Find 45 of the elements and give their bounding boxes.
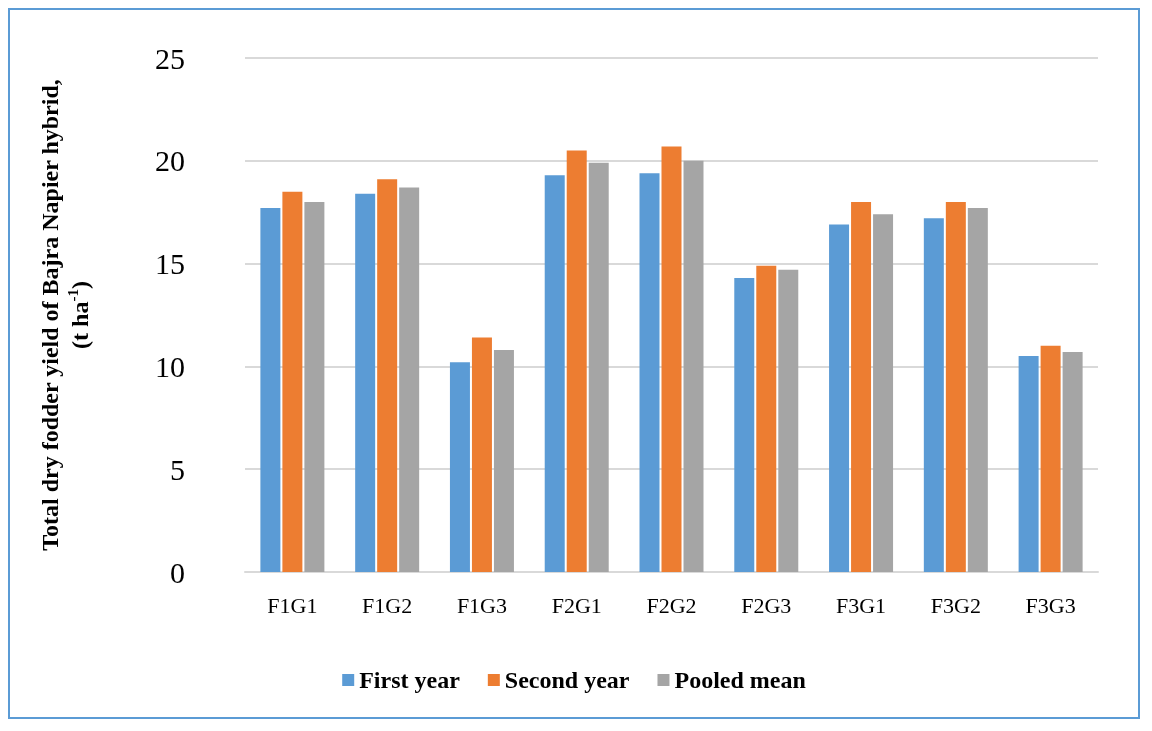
- bar: [1018, 356, 1039, 572]
- x-tick-label: F3G1: [835, 592, 887, 618]
- x-tick-label: F1G1: [267, 592, 318, 618]
- y-tick-label: 25: [155, 41, 185, 75]
- bar: [260, 208, 281, 572]
- y-tick-label: 5: [170, 452, 185, 486]
- y-tick-label: 0: [170, 555, 185, 589]
- y-tick-label: 10: [155, 349, 185, 383]
- bar: [377, 179, 398, 572]
- y-tick-label: 15: [155, 247, 185, 281]
- x-tick-label: F2G3: [741, 592, 792, 618]
- bar: [756, 265, 777, 572]
- bar: [449, 362, 470, 572]
- bar: [734, 277, 755, 572]
- x-tick-label: F3G2: [930, 592, 981, 618]
- legend-label: Pooled mean: [674, 667, 806, 693]
- bar: [544, 175, 565, 572]
- bar: [683, 160, 704, 572]
- bar: [282, 191, 303, 572]
- bar: [588, 162, 609, 572]
- x-tick-label: F1G3: [456, 592, 508, 618]
- legend-label: Second year: [504, 667, 630, 693]
- bar: [493, 349, 514, 572]
- x-tick-label: F1G2: [362, 592, 413, 618]
- bar: [661, 146, 682, 572]
- bar: [471, 337, 492, 572]
- bar: [945, 201, 966, 572]
- bar: [399, 187, 420, 572]
- bar: [355, 193, 376, 572]
- x-tick-label: F2G2: [646, 592, 697, 618]
- bar: [923, 218, 944, 572]
- bar: [829, 224, 850, 572]
- bar: [967, 208, 988, 572]
- bar: [1062, 352, 1083, 572]
- bar: [778, 269, 799, 572]
- bar: [304, 201, 325, 572]
- bar: [566, 150, 587, 572]
- bar: [639, 173, 660, 572]
- x-tick-label: F2G1: [551, 592, 602, 618]
- legend-label: First year: [359, 667, 461, 693]
- y-tick-label: 20: [155, 144, 185, 178]
- bar: [1040, 345, 1061, 572]
- bar: [873, 214, 894, 572]
- bar: [851, 201, 872, 572]
- x-tick-label: F3G3: [1025, 592, 1076, 618]
